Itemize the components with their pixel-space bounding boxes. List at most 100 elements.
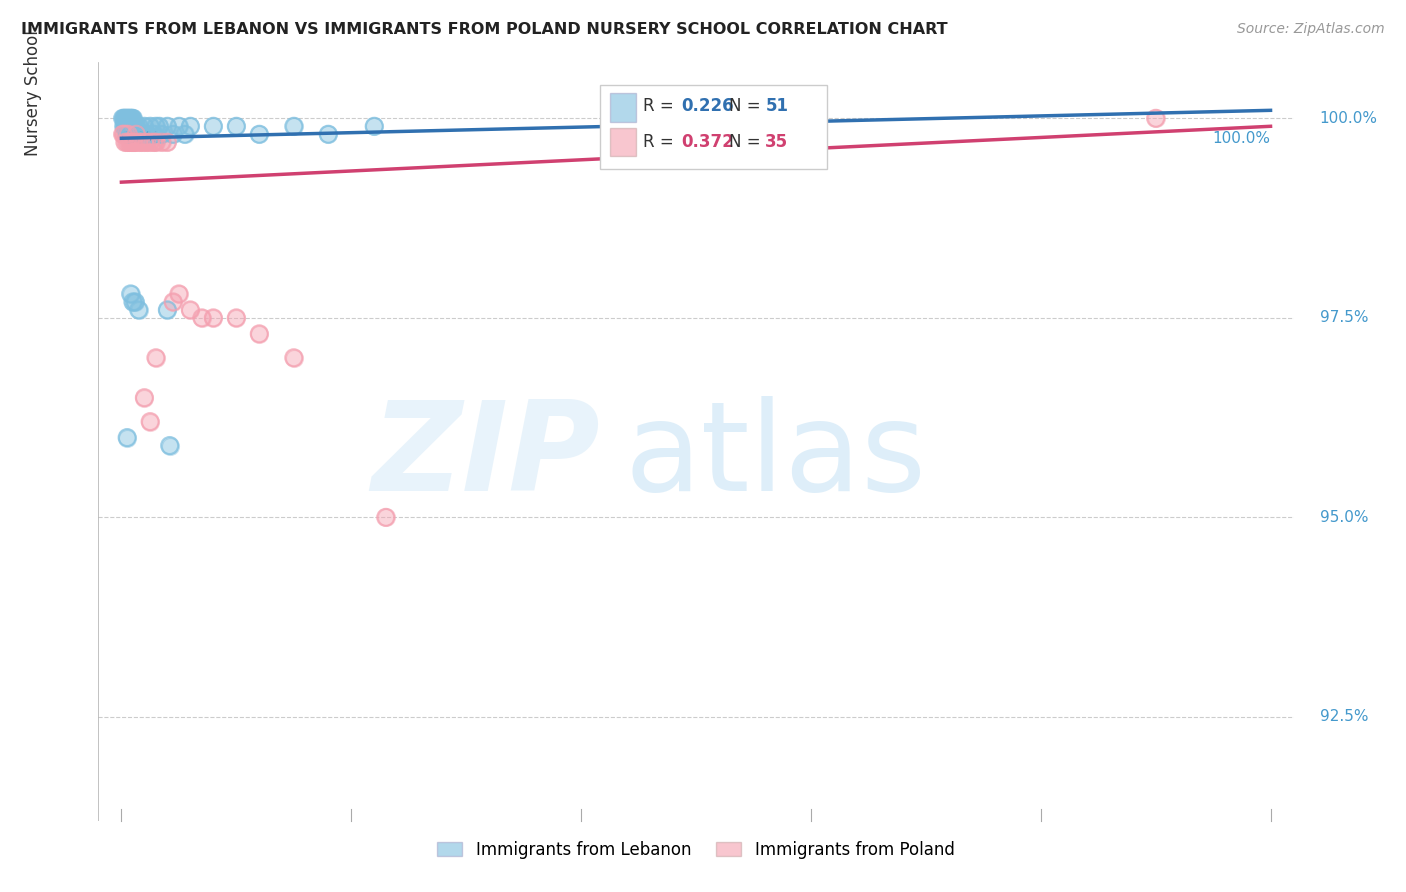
Text: 100.0%: 100.0% — [1320, 111, 1378, 126]
Point — [247, 326, 270, 341]
Point — [122, 294, 145, 309]
Text: 0.226: 0.226 — [682, 97, 734, 115]
Point — [129, 135, 152, 149]
FancyBboxPatch shape — [610, 93, 637, 121]
Point — [112, 112, 135, 126]
Point — [124, 120, 146, 134]
Point — [124, 294, 146, 309]
Point — [283, 351, 305, 365]
Point — [114, 120, 136, 134]
Point — [117, 120, 139, 134]
Point — [128, 302, 150, 317]
Point — [316, 128, 339, 142]
Point — [124, 135, 146, 149]
Point — [124, 135, 146, 149]
Text: Source: ZipAtlas.com: Source: ZipAtlas.com — [1237, 22, 1385, 37]
Point — [124, 120, 146, 134]
Point — [115, 135, 138, 149]
Point — [120, 120, 142, 134]
Point — [135, 128, 157, 142]
Point — [120, 112, 142, 126]
Point — [283, 120, 305, 134]
Point — [112, 112, 135, 126]
Point — [118, 135, 141, 149]
Point — [247, 326, 270, 341]
Point — [129, 128, 152, 142]
Point — [139, 135, 162, 149]
Point — [122, 120, 145, 134]
Point — [134, 135, 156, 149]
Point — [167, 120, 190, 134]
Text: ZIP: ZIP — [371, 396, 600, 517]
Point — [129, 135, 152, 149]
Text: 0.0%: 0.0% — [121, 131, 160, 146]
Point — [115, 128, 138, 142]
Point — [145, 120, 167, 134]
Point — [111, 112, 134, 126]
Point — [117, 112, 139, 126]
Legend: Immigrants from Lebanon, Immigrants from Poland: Immigrants from Lebanon, Immigrants from… — [430, 834, 962, 865]
Point — [283, 120, 305, 134]
Point — [179, 302, 201, 317]
Point — [121, 120, 143, 134]
Point — [115, 431, 138, 445]
Point — [122, 135, 145, 149]
Point — [1144, 112, 1167, 126]
Point — [121, 112, 143, 126]
Point — [115, 128, 138, 142]
Point — [122, 135, 145, 149]
Text: R =: R = — [644, 133, 679, 151]
Point — [125, 120, 148, 134]
Point — [139, 135, 162, 149]
Point — [118, 112, 141, 126]
Point — [134, 120, 156, 134]
Point — [115, 120, 138, 134]
Point — [145, 135, 167, 149]
Point — [112, 128, 135, 142]
Point — [115, 128, 138, 142]
Point — [202, 120, 225, 134]
Point — [145, 351, 167, 365]
Point — [115, 112, 138, 126]
Point — [150, 135, 173, 149]
Point — [167, 286, 190, 301]
Text: N =: N = — [730, 133, 766, 151]
Point — [202, 120, 225, 134]
Point — [115, 128, 138, 142]
Text: IMMIGRANTS FROM LEBANON VS IMMIGRANTS FROM POLAND NURSERY SCHOOL CORRELATION CHA: IMMIGRANTS FROM LEBANON VS IMMIGRANTS FR… — [21, 22, 948, 37]
Point — [142, 135, 165, 149]
Point — [114, 112, 136, 126]
Point — [128, 302, 150, 317]
Point — [150, 135, 173, 149]
Point — [114, 120, 136, 134]
Point — [120, 112, 142, 126]
Point — [162, 128, 184, 142]
Point — [159, 438, 181, 452]
Point — [162, 294, 184, 309]
Point — [191, 310, 214, 325]
Point — [122, 112, 145, 126]
Point — [374, 510, 396, 524]
Point — [118, 112, 141, 126]
Point — [128, 120, 150, 134]
Point — [122, 112, 145, 126]
Point — [124, 294, 146, 309]
Text: 35: 35 — [765, 133, 789, 151]
Point — [363, 120, 385, 134]
Point — [118, 135, 141, 149]
Point — [112, 120, 135, 134]
Point — [247, 128, 270, 142]
Point — [120, 120, 142, 134]
Point — [114, 135, 136, 149]
Point — [225, 120, 247, 134]
Point — [139, 415, 162, 429]
Point — [191, 310, 214, 325]
Point — [117, 112, 139, 126]
Point — [173, 128, 195, 142]
Point — [111, 128, 134, 142]
Point — [316, 128, 339, 142]
Point — [156, 302, 179, 317]
Point — [129, 128, 152, 142]
Point — [125, 128, 148, 142]
Point — [121, 135, 143, 149]
